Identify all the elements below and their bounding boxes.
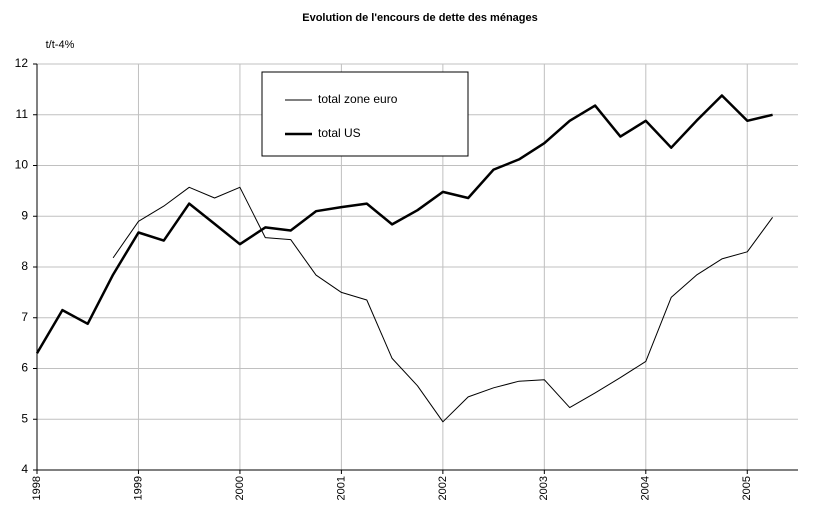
y-tick-label: 8 (21, 259, 28, 273)
series-line (35, 94, 773, 354)
x-tick-label: 2004 (640, 476, 652, 500)
series-line (112, 186, 774, 423)
x-tick-label: 2000 (234, 476, 246, 500)
y-tick-label: 11 (16, 107, 29, 121)
x-tick-label: 1999 (132, 476, 144, 500)
legend-box (261, 71, 469, 157)
y-tick-label: 6 (21, 361, 28, 375)
x-tick-label: 2002 (437, 476, 449, 500)
y-tick-label: 12 (15, 56, 29, 70)
y-tick-label: 9 (21, 208, 28, 222)
legend-label: total US (318, 126, 361, 140)
y-tick-label: 10 (15, 158, 29, 172)
y-axis-label: t/t-4% (46, 39, 75, 51)
x-tick-label: 1998 (31, 476, 43, 500)
chart-title: Evolution de l'encours de dette des ména… (302, 12, 538, 24)
y-tick-label: 5 (21, 411, 28, 425)
x-tick-label: 2001 (335, 476, 347, 500)
y-tick-label: 4 (21, 462, 28, 476)
x-tick-label: 2003 (538, 476, 550, 500)
y-tick-label: 7 (21, 310, 28, 324)
x-tick-label: 2005 (741, 476, 753, 500)
legend-label: total zone euro (318, 92, 398, 106)
